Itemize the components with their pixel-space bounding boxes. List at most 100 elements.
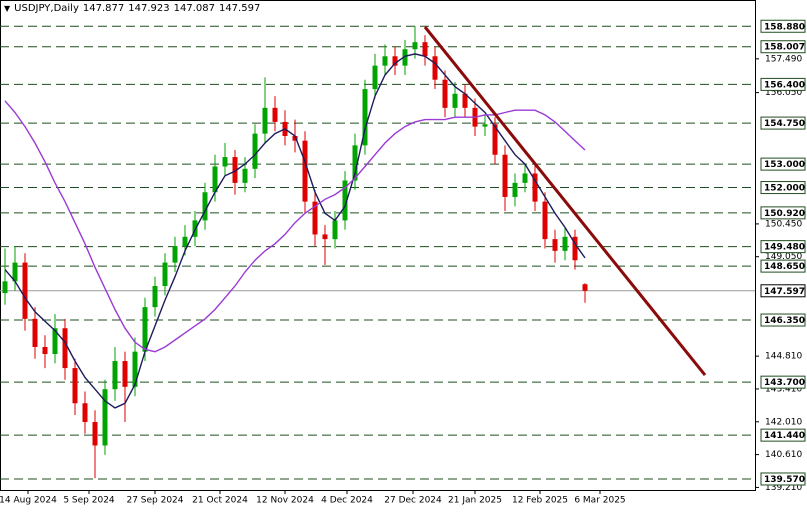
candle-body bbox=[302, 140, 308, 202]
candle-body bbox=[132, 351, 138, 387]
candle-body bbox=[122, 361, 128, 387]
plot-frame bbox=[0, 0, 756, 491]
x-tick-label: 5 Sep 2024 bbox=[63, 496, 115, 506]
x-tick-label: 4 Dec 2024 bbox=[321, 496, 373, 506]
y-tick-label: 140.610 bbox=[765, 450, 802, 460]
x-tick-label: 27 Sep 2024 bbox=[126, 496, 183, 506]
candle-body bbox=[332, 220, 338, 240]
level-label-box bbox=[760, 181, 806, 195]
moving-average bbox=[4, 53, 586, 409]
level-label: 150.920 bbox=[764, 209, 805, 219]
level-label: 139.570 bbox=[764, 475, 805, 485]
candle-body bbox=[312, 201, 318, 235]
candle-body bbox=[182, 236, 188, 247]
y-tick-label: 150.450 bbox=[765, 219, 802, 229]
candle-body bbox=[202, 192, 208, 221]
header: ▼ USDJPY,Daily 147.877 147.923 147.087 1… bbox=[4, 3, 260, 14]
candle-body bbox=[532, 173, 538, 202]
level-label-box bbox=[760, 157, 806, 171]
candle-body bbox=[502, 154, 508, 197]
level-label: 141.440 bbox=[764, 431, 805, 441]
candle-body bbox=[402, 49, 408, 66]
y-tick-label: 144.810 bbox=[765, 352, 802, 362]
candle-body bbox=[412, 42, 418, 50]
candle-body bbox=[162, 262, 168, 287]
candle-body bbox=[452, 93, 458, 108]
candle-body bbox=[22, 262, 28, 319]
candle-body bbox=[482, 124, 488, 127]
candle-body bbox=[12, 262, 18, 282]
x-tick-label: 27 Dec 2024 bbox=[384, 496, 442, 506]
price-label: 147.597 bbox=[764, 287, 805, 297]
candle-body bbox=[462, 93, 468, 108]
candle-body bbox=[542, 201, 548, 240]
candle-body bbox=[562, 236, 568, 251]
level-label-box bbox=[760, 428, 806, 442]
level-label-box bbox=[760, 116, 806, 130]
candle-body bbox=[62, 328, 68, 369]
candle-body bbox=[42, 346, 48, 355]
y-tick-label: 139.210 bbox=[765, 483, 802, 493]
level-label: 143.700 bbox=[764, 378, 805, 388]
moving-average bbox=[4, 100, 586, 353]
candle-body bbox=[72, 368, 78, 404]
candle-body bbox=[442, 79, 448, 108]
candle-body bbox=[92, 422, 98, 446]
candle-body bbox=[342, 180, 348, 221]
candle-body bbox=[522, 173, 528, 183]
level-label-box bbox=[760, 313, 806, 327]
level-label: 156.400 bbox=[764, 80, 805, 90]
last-open: 147.877 bbox=[82, 3, 125, 14]
level-label: 158.880 bbox=[764, 22, 805, 32]
y-tick-label: 149.050 bbox=[765, 252, 802, 262]
candle-body bbox=[572, 236, 578, 261]
level-label: 146.350 bbox=[764, 316, 805, 326]
candle-body bbox=[112, 361, 118, 390]
candle-body bbox=[102, 389, 108, 446]
candle-body bbox=[292, 135, 298, 141]
price-label-box bbox=[760, 284, 806, 298]
candle-body bbox=[212, 166, 218, 193]
symbol-title: USDJPY,Daily bbox=[14, 3, 79, 14]
candle-body bbox=[362, 89, 368, 146]
candle-body bbox=[372, 65, 378, 90]
last-high: 147.923 bbox=[128, 3, 170, 14]
level-label: 154.750 bbox=[764, 119, 805, 129]
x-tick-label: 21 Jan 2025 bbox=[448, 496, 502, 506]
candle-body bbox=[142, 307, 148, 352]
candle-body bbox=[172, 246, 178, 263]
level-label: 149.480 bbox=[764, 243, 805, 253]
y-tick-label: 142.010 bbox=[765, 417, 802, 427]
level-label-box bbox=[760, 259, 806, 273]
candle-body bbox=[432, 56, 438, 80]
candle-body bbox=[512, 182, 518, 197]
x-tick-label: 12 Nov 2024 bbox=[256, 496, 314, 506]
level-label-box bbox=[760, 240, 806, 254]
candle-body bbox=[552, 239, 558, 251]
candle-body bbox=[322, 234, 328, 240]
candle-body bbox=[272, 107, 278, 122]
x-tick-label: 6 Mar 2025 bbox=[574, 496, 625, 506]
candle-body bbox=[242, 168, 248, 183]
level-label: 148.650 bbox=[764, 262, 805, 272]
x-tick-label: 14 Aug 2024 bbox=[0, 496, 57, 506]
level-label: 153.000 bbox=[764, 160, 805, 170]
candle-body bbox=[392, 56, 398, 66]
x-tick-label: 21 Oct 2024 bbox=[192, 496, 248, 506]
candle-body bbox=[252, 133, 258, 169]
candle-body bbox=[582, 284, 588, 291]
x-tick-label: 12 Feb 2025 bbox=[512, 496, 568, 506]
level-label-box bbox=[760, 77, 806, 91]
y-tick-label: 157.490 bbox=[765, 54, 802, 64]
level-label-box bbox=[760, 19, 806, 33]
level-label-box bbox=[760, 375, 806, 389]
candle-body bbox=[152, 286, 158, 308]
candle-body bbox=[352, 145, 358, 181]
candle-body bbox=[492, 124, 498, 155]
trendline bbox=[423, 26, 707, 377]
menu-arrow[interactable]: ▼ bbox=[4, 4, 11, 13]
level-label-box bbox=[760, 206, 806, 220]
y-tick-label: 156.050 bbox=[765, 88, 802, 98]
